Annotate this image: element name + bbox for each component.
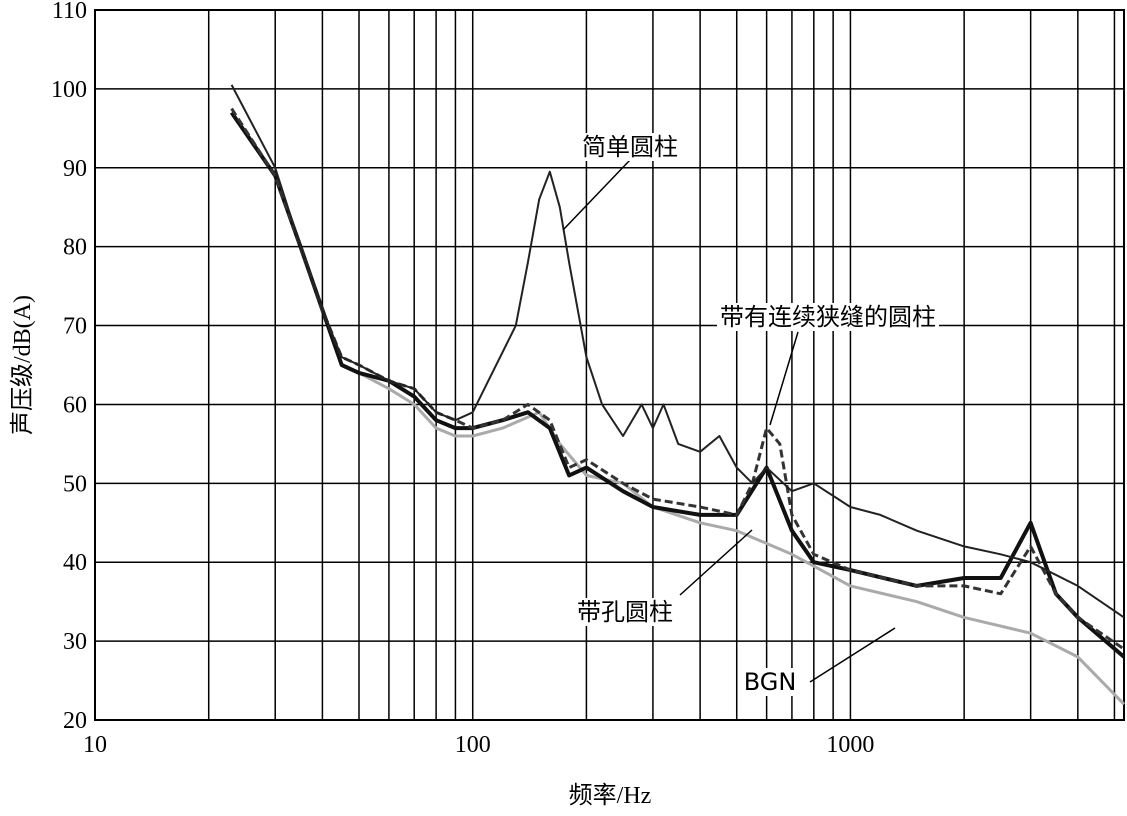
label-background — [740, 668, 800, 696]
x-tick-label: 1000 — [826, 732, 874, 758]
series-label: 带孔圆柱 — [577, 598, 673, 626]
label-background — [574, 598, 676, 626]
series-label: 带有连续狭缝的圆柱 — [720, 303, 936, 331]
leader-line — [809, 627, 896, 683]
leader-line — [562, 159, 631, 231]
label-background — [579, 133, 681, 161]
leader-line — [679, 529, 753, 596]
label-background — [717, 303, 939, 331]
x-axis-label: 频率/Hz — [569, 782, 652, 809]
y-tick-label: 90 — [63, 156, 87, 182]
x-tick-label: 100 — [455, 732, 491, 758]
x-tick-label: 10 — [83, 732, 107, 758]
y-tick-label: 30 — [63, 629, 87, 655]
series-label: 简单圆柱 — [582, 133, 678, 161]
y-tick-label: 50 — [63, 471, 87, 497]
series-line — [230, 111, 1126, 706]
y-tick-label: 100 — [51, 77, 87, 103]
series-line — [230, 84, 1125, 619]
y-axis-label: 声压级/dB(A) — [9, 295, 36, 435]
y-tick-label: 110 — [52, 0, 87, 24]
y-tick-label: 80 — [63, 235, 87, 261]
y-tick-label: 40 — [63, 550, 87, 576]
y-tick-label: 70 — [63, 314, 87, 340]
series-line — [229, 111, 1126, 659]
y-tick-label: 20 — [63, 708, 87, 734]
y-tick-label: 60 — [63, 392, 87, 418]
plot-frame — [94, 9, 1125, 721]
series-line — [230, 107, 1125, 651]
series-label: BGN — [744, 668, 797, 696]
leader-line — [769, 331, 799, 426]
